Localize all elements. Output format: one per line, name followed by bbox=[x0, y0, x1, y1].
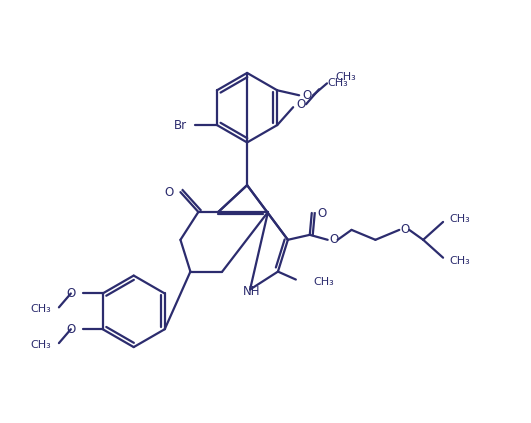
Text: CH₃: CH₃ bbox=[449, 214, 470, 224]
Text: O: O bbox=[164, 186, 174, 199]
Text: CH₃: CH₃ bbox=[449, 255, 470, 266]
Text: NH: NH bbox=[243, 285, 261, 298]
Text: O: O bbox=[401, 223, 410, 236]
Text: O: O bbox=[66, 287, 76, 300]
Text: O: O bbox=[66, 323, 76, 336]
Text: O: O bbox=[303, 89, 312, 102]
Text: CH₃: CH₃ bbox=[30, 305, 51, 314]
Text: Br: Br bbox=[174, 118, 187, 132]
Text: CH₃: CH₃ bbox=[30, 340, 51, 350]
Text: CH₃: CH₃ bbox=[314, 277, 335, 286]
Text: CH₃: CH₃ bbox=[335, 72, 356, 82]
Text: CH₃: CH₃ bbox=[327, 78, 348, 88]
Text: O: O bbox=[329, 233, 338, 246]
Text: O: O bbox=[296, 98, 306, 111]
Text: O: O bbox=[318, 208, 327, 220]
